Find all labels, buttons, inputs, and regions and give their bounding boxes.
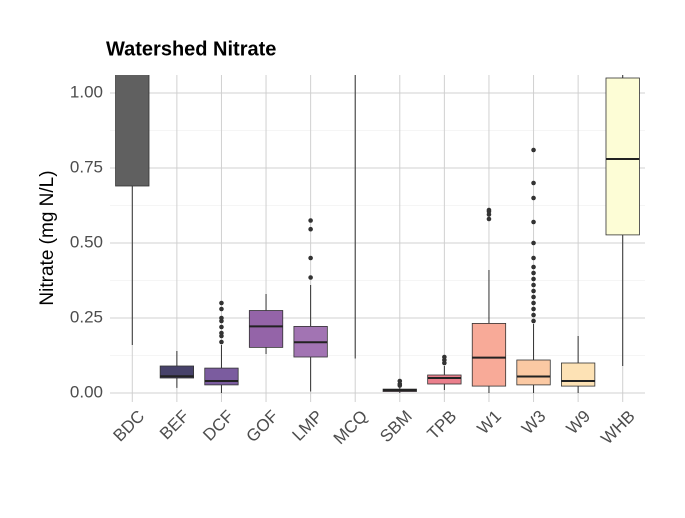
outlier <box>308 226 313 232</box>
outlier <box>531 300 536 306</box>
box <box>204 367 239 386</box>
outlier <box>531 318 536 324</box>
box <box>248 310 284 348</box>
x-tick-label: GOF <box>243 407 282 446</box>
outlier <box>531 219 536 225</box>
y-tick-label: 0.00 <box>70 382 103 401</box>
outlier <box>531 264 536 270</box>
outlier <box>531 306 536 312</box>
x-tick-label: W3 <box>518 407 549 438</box>
box <box>516 359 551 386</box>
outlier <box>531 255 536 261</box>
chart-title: Watershed Nitrate <box>106 38 276 60</box>
x-tick-label: DCF <box>199 407 237 445</box>
box <box>338 0 371 3</box>
outlier <box>219 306 224 312</box>
x-tick-label: BDC <box>109 407 148 446</box>
outlier <box>531 282 536 288</box>
outlier <box>531 240 536 246</box>
y-tick-label: 0.25 <box>70 307 103 326</box>
y-axis-title: Nitrate (mg N/L) <box>37 170 58 305</box>
x-tick-label: LMP <box>288 407 326 445</box>
outlier <box>308 255 313 261</box>
x-tick-label: W1 <box>473 407 504 438</box>
outlier <box>219 324 224 330</box>
x-tick-label: MCQ <box>330 407 371 448</box>
outlier <box>531 270 536 276</box>
x-tick-label: W9 <box>563 407 594 438</box>
outlier <box>531 147 536 153</box>
outlier <box>531 294 536 300</box>
outlier <box>308 275 313 280</box>
outlier <box>219 300 224 306</box>
outlier <box>531 195 536 201</box>
x-tick-label: SBM <box>376 407 415 446</box>
y-tick-label: 0.50 <box>70 232 103 251</box>
box <box>471 322 507 387</box>
x-tick-label: WHB <box>597 407 638 448</box>
outlier <box>308 218 313 223</box>
box <box>561 362 596 387</box>
outlier <box>397 378 403 384</box>
outlier <box>219 315 224 321</box>
outlier <box>531 276 536 282</box>
outlier <box>486 216 492 222</box>
box <box>159 365 194 379</box>
box <box>115 75 150 187</box>
outlier <box>219 330 224 336</box>
outlier <box>531 288 536 294</box>
x-tick-label: TPB <box>424 407 461 444</box>
box <box>427 374 462 385</box>
outlier <box>442 354 447 360</box>
outlier <box>486 207 492 213</box>
y-tick-label: 1.00 <box>70 82 103 101</box>
box <box>605 77 640 236</box>
x-tick-label: BEF <box>156 407 193 444</box>
y-tick-label: 0.75 <box>70 157 103 176</box>
outlier <box>531 180 536 186</box>
outlier <box>219 339 224 345</box>
outlier <box>531 312 536 318</box>
